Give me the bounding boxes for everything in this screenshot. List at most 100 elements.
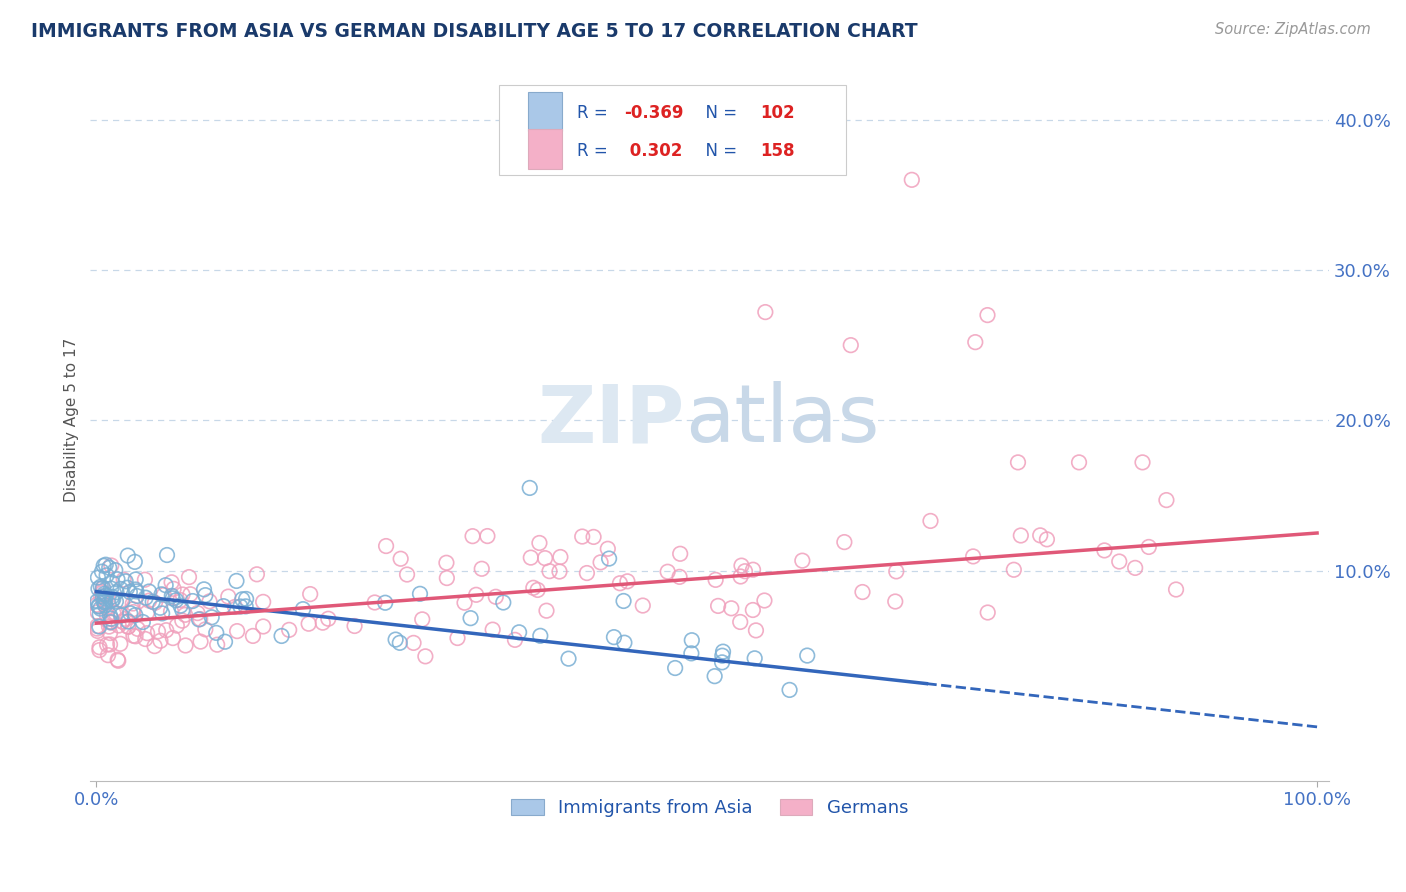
Point [177,570,200,584]
Point [485,590,508,604]
Text: N =: N = [695,104,742,122]
Point [229,599,252,614]
Point [100,612,122,626]
Point [550,549,572,564]
Point [100,615,122,630]
Point [411,612,433,626]
Point [707,599,730,613]
Point [136,606,159,620]
Point [87,582,110,596]
Point [96,568,118,582]
Point [460,611,482,625]
Text: IMMIGRANTS FROM ASIA VS GERMAN DISABILITY AGE 5 TO 17 CORRELATION CHART: IMMIGRANTS FROM ASIA VS GERMAN DISABILIT… [31,22,918,41]
Point [100,615,122,630]
Point [86,605,108,619]
Point [86,619,108,633]
Point [711,656,734,670]
Point [166,618,188,632]
Point [598,551,620,566]
Point [103,592,125,607]
Point [162,591,184,606]
Point [98,608,121,623]
Point [89,643,111,657]
Point [596,541,619,556]
Point [146,624,169,639]
Point [96,638,118,652]
Point [120,606,142,620]
Point [796,648,818,663]
Point [174,607,197,622]
Point [114,612,136,626]
Point [117,581,139,595]
Point [1156,493,1178,508]
Point [402,636,425,650]
Point [110,593,132,607]
Point [188,612,211,626]
Point [298,616,321,631]
Point [143,639,166,653]
Point [149,600,172,615]
Point [155,624,177,638]
Point [124,582,146,597]
Point [976,308,998,322]
Point [127,622,149,636]
Point [194,623,217,637]
Point [1164,582,1187,597]
Point [98,637,121,651]
Point [730,569,752,583]
Point [91,590,114,604]
Point [98,619,121,633]
Point [529,629,551,643]
Point [111,615,134,629]
Point [104,563,127,577]
Point [160,604,183,618]
Point [465,588,488,602]
Point [122,629,145,643]
Point [962,549,984,564]
Point [1067,455,1090,469]
Point [384,632,406,647]
Point [87,599,110,613]
Point [668,570,690,584]
Point [252,619,274,633]
Point [396,567,419,582]
Point [235,599,257,614]
Point [446,631,468,645]
Point [125,573,148,587]
Point [96,608,118,623]
Point [156,548,179,562]
Point [616,574,638,589]
Point [1002,563,1025,577]
Point [135,591,157,605]
Point [436,556,458,570]
Point [187,606,209,620]
Point [471,562,494,576]
Point [134,632,156,646]
Point [121,602,143,616]
Text: 0.302: 0.302 [624,142,683,160]
Point [839,338,862,352]
Point [1108,555,1130,569]
Point [169,599,191,613]
Point [779,682,801,697]
Point [613,636,636,650]
Point [86,594,108,608]
Point [571,530,593,544]
Point [150,587,173,601]
Bar [527,129,562,169]
Point [492,595,515,609]
Point [162,631,184,645]
Point [89,619,111,633]
Point [409,587,432,601]
Point [150,607,173,621]
Point [165,593,187,607]
Point [89,601,111,615]
Point [1123,561,1146,575]
Point [278,623,301,637]
Point [235,591,257,606]
Point [107,618,129,632]
Point [205,626,228,640]
Point [536,604,558,618]
Point [194,588,217,602]
Point [124,608,146,623]
